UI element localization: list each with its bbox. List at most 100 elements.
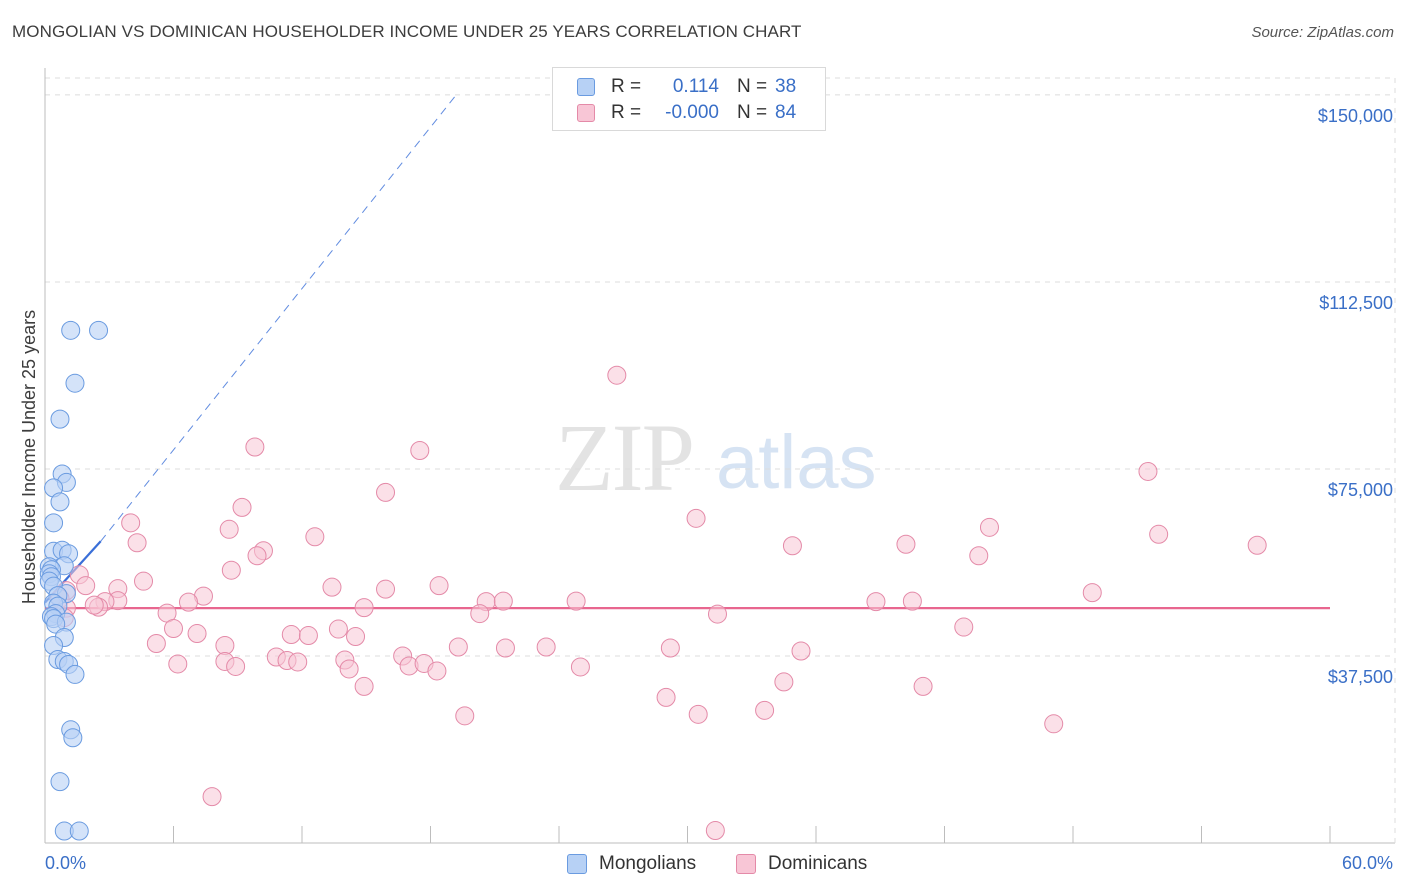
dominican-point	[969, 546, 989, 566]
y-tick-label: $112,500	[1319, 293, 1393, 313]
dominican-point	[410, 441, 430, 461]
dominican-point	[288, 652, 308, 672]
dominican-point	[902, 591, 922, 611]
y-tick-label: $150,000	[1318, 106, 1393, 126]
source-credit: Source: ZipAtlas.com	[1251, 24, 1394, 41]
dominican-point	[774, 672, 794, 692]
dominican-point	[470, 604, 490, 624]
dominican-point	[707, 604, 727, 624]
legend-row-dominicans: R = -0.000 N = 84	[553, 100, 825, 126]
dominican-point	[656, 687, 676, 707]
dominican-point	[896, 534, 916, 554]
mongolian-point	[50, 492, 70, 512]
dominican-point	[570, 657, 590, 677]
dominican-point	[168, 654, 188, 674]
dominican-point	[245, 437, 265, 457]
legend-r-value: 0.114	[672, 76, 719, 97]
mongolian-trend-extension	[100, 94, 457, 542]
legend-swatch-mongolians	[567, 854, 587, 874]
dominican-point	[448, 637, 468, 657]
dominican-point	[247, 546, 267, 566]
legend-r-label: R =	[611, 76, 642, 97]
y-tick-label: $75,000	[1328, 480, 1393, 500]
dominican-point	[866, 592, 886, 612]
legend-n-label: N =	[737, 76, 768, 97]
dominican-point	[455, 706, 475, 726]
dominican-point	[493, 591, 513, 611]
dominican-point	[755, 700, 775, 720]
dominican-point	[1138, 461, 1158, 481]
series-legend: Mongolians Dominicans	[0, 852, 1406, 878]
dominican-point	[536, 637, 556, 657]
legend-r-value: -0.000	[665, 102, 719, 123]
dominican-point	[84, 595, 104, 615]
dominican-point	[354, 598, 374, 618]
dominican-point	[164, 619, 183, 639]
dominican-point	[376, 482, 396, 502]
mongolian-point	[46, 614, 66, 634]
stats-legend: R = 0.114 N = 38 R = -0.000 N = 84	[552, 67, 826, 131]
dominican-point	[328, 619, 348, 639]
dominican-point	[607, 365, 627, 385]
legend-n-value: 38	[775, 76, 797, 97]
legend-label-mongolians: Mongolians	[599, 853, 697, 874]
dominican-point	[1247, 535, 1267, 555]
dominican-point	[127, 533, 147, 553]
mongolian-point	[61, 320, 81, 340]
dominican-point	[232, 497, 252, 517]
y-tick-label: $37,500	[1328, 667, 1393, 687]
dominican-point	[202, 787, 222, 807]
x-tick-label-left: 0.0%	[45, 853, 86, 873]
dominican-point	[121, 513, 141, 533]
dominican-point	[298, 626, 318, 646]
dominican-point	[76, 576, 96, 596]
legend-swatch-mongolians	[577, 78, 595, 96]
dominican-point	[705, 821, 725, 841]
dominican-point	[791, 641, 811, 661]
mongolian-point	[69, 821, 89, 841]
dominican-point	[660, 638, 680, 658]
chart-title: MONGOLIAN VS DOMINICAN HOUSEHOLDER INCOM…	[12, 22, 802, 41]
mongolian-point	[50, 409, 70, 429]
dominican-point	[322, 577, 342, 597]
legend-r-label: R =	[611, 102, 642, 123]
legend-swatch-dominicans	[577, 104, 595, 122]
watermark-zip: ZIP	[555, 404, 693, 511]
tick-labels: $150,000 $112,500 $75,000 $37,500 0.0% 60.0%	[45, 106, 1393, 873]
dominican-point	[954, 617, 974, 637]
dominican-point	[979, 517, 999, 537]
dominican-point	[215, 636, 235, 656]
dominican-point	[339, 659, 359, 679]
dominican-point	[376, 579, 396, 599]
dominican-point	[782, 536, 802, 556]
dominican-point	[1044, 714, 1064, 734]
x-tick-label-right: 60.0%	[1342, 853, 1393, 873]
mongolian-point	[65, 373, 85, 393]
dominican-point	[566, 591, 586, 611]
dominican-point	[281, 625, 301, 645]
dominican-point	[219, 519, 239, 539]
dominican-point	[134, 571, 154, 591]
dominican-point	[187, 624, 207, 644]
legend-row-mongolians: R = 0.114 N = 38	[553, 74, 825, 100]
mongolian-point	[63, 728, 83, 748]
axes	[44, 68, 1396, 844]
y-axis-label: Householder Income Under 25 years	[19, 310, 39, 604]
data-points	[39, 320, 1267, 841]
dominican-point	[354, 676, 374, 696]
dominican-point	[146, 634, 166, 654]
dominican-point	[1082, 583, 1102, 603]
mongolian-point	[65, 664, 85, 684]
dominican-point	[346, 627, 366, 647]
mongolian-point	[89, 320, 109, 340]
dominican-point	[1149, 524, 1169, 544]
dominican-point	[688, 704, 708, 724]
dominican-point	[686, 508, 706, 528]
watermark: ZIP atlas	[555, 404, 877, 511]
legend-n-label: N =	[737, 102, 768, 123]
legend-n-value: 84	[775, 102, 797, 123]
dominican-point	[913, 676, 933, 696]
legend-label-dominicans: Dominicans	[768, 853, 868, 874]
dominican-point	[495, 638, 515, 658]
